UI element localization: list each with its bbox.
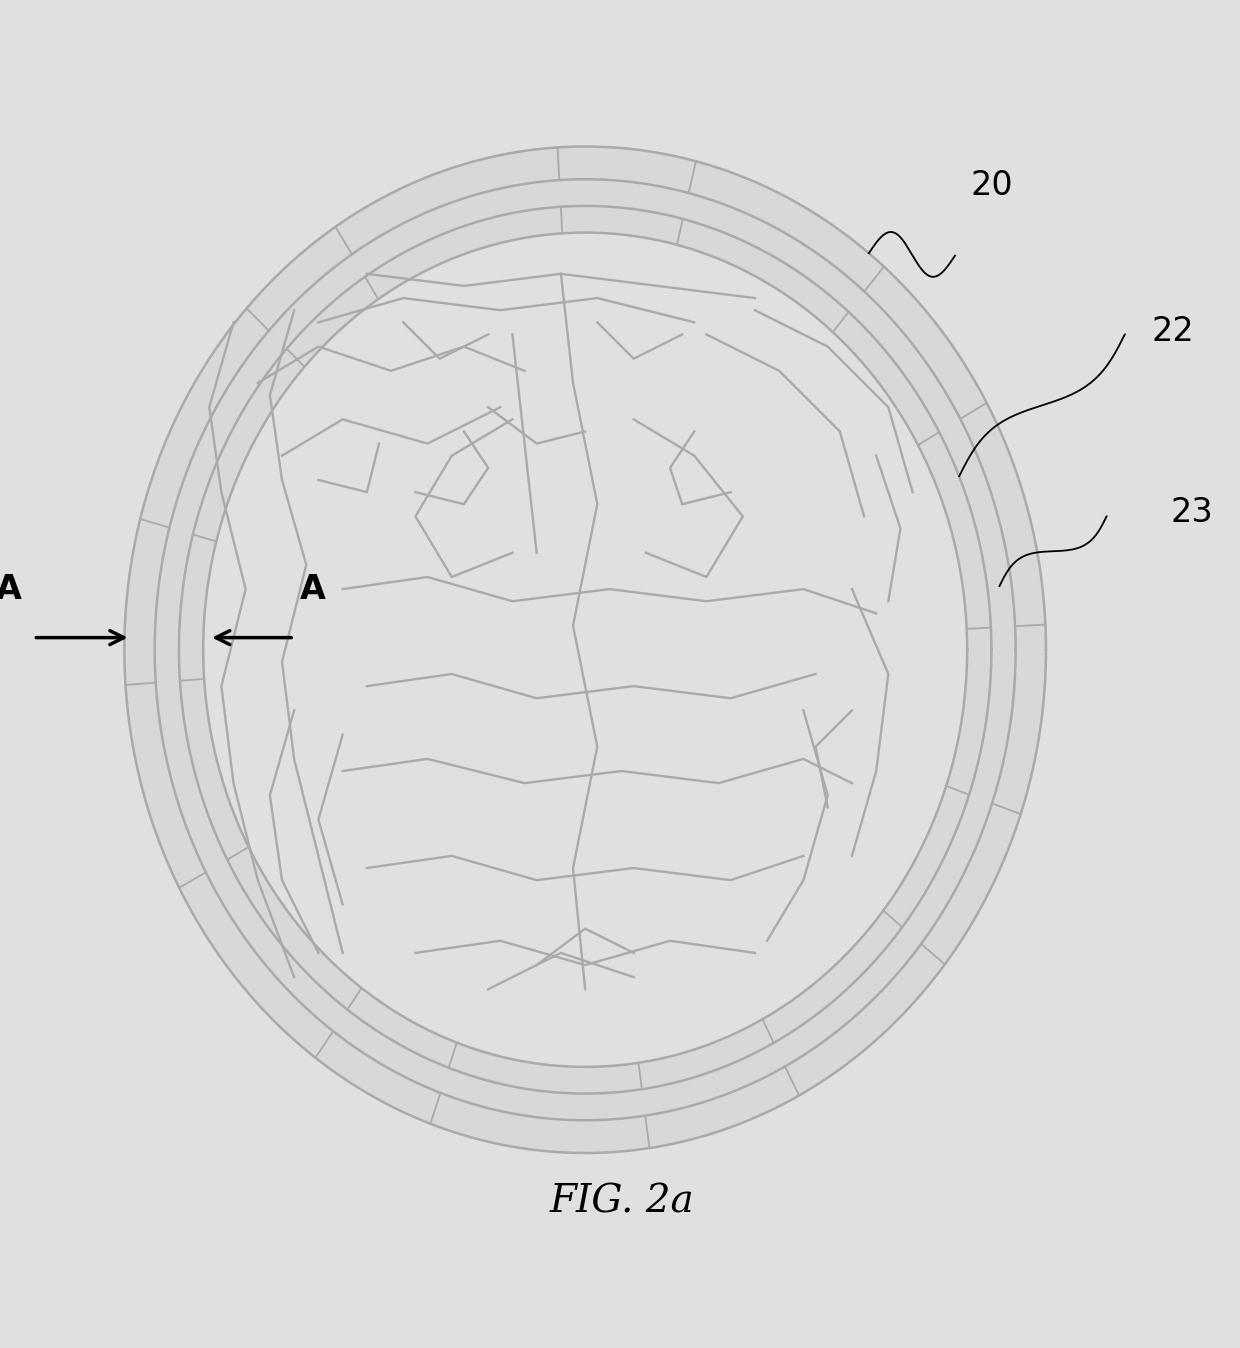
Text: 22: 22 <box>1152 314 1194 348</box>
Text: FIG. 2a: FIG. 2a <box>549 1184 694 1220</box>
Polygon shape <box>203 233 967 1066</box>
Text: A: A <box>0 573 22 605</box>
Text: A: A <box>299 573 325 605</box>
Polygon shape <box>124 147 1047 1153</box>
Text: 20: 20 <box>970 168 1013 202</box>
Text: 23: 23 <box>1171 496 1213 530</box>
